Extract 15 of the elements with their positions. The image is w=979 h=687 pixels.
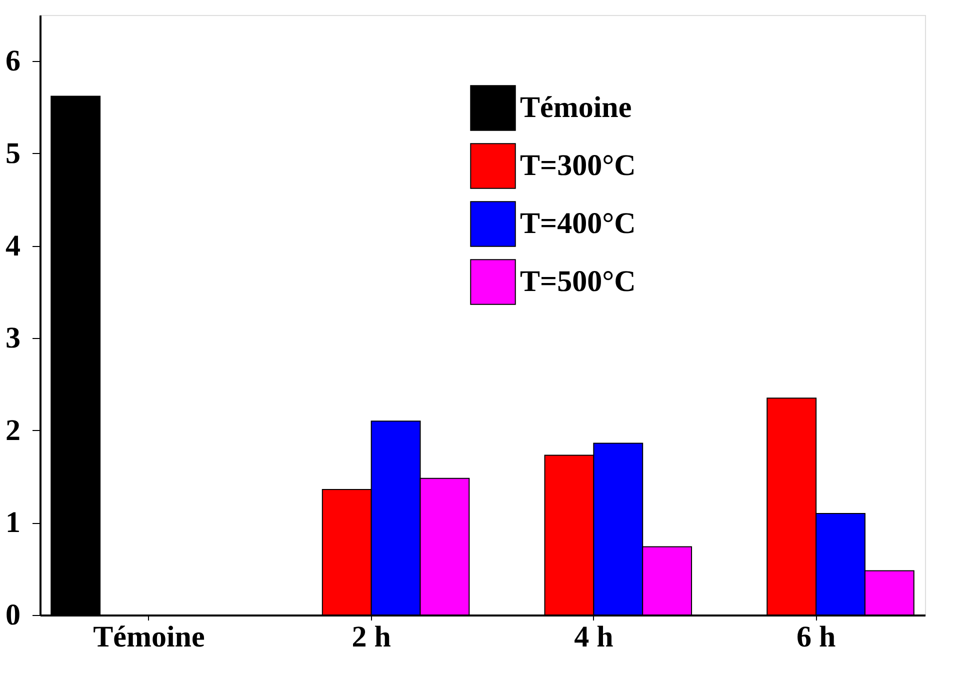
y-tick-label: 6 [6, 44, 20, 78]
legend-label: Témoine [520, 91, 632, 124]
y-tick-label: 2 [6, 414, 20, 447]
y-tick-label: 3 [6, 322, 20, 355]
legend-label: T=400°C [520, 207, 636, 240]
legend-label: T=500°C [520, 265, 636, 298]
x-tick-label: Témoine [93, 620, 205, 654]
x-tick-label: 2 h [352, 620, 392, 654]
y-tick-label: 5 [6, 136, 20, 170]
legend-label: T=300°C [520, 149, 636, 182]
x-tick-label: 4 h [574, 620, 614, 654]
y-tick-label: 1 [6, 506, 20, 540]
y-tick-label: 0 [6, 598, 20, 632]
y-tick-label: 4 [6, 229, 20, 262]
x-tick-label: 6 h [796, 620, 836, 654]
